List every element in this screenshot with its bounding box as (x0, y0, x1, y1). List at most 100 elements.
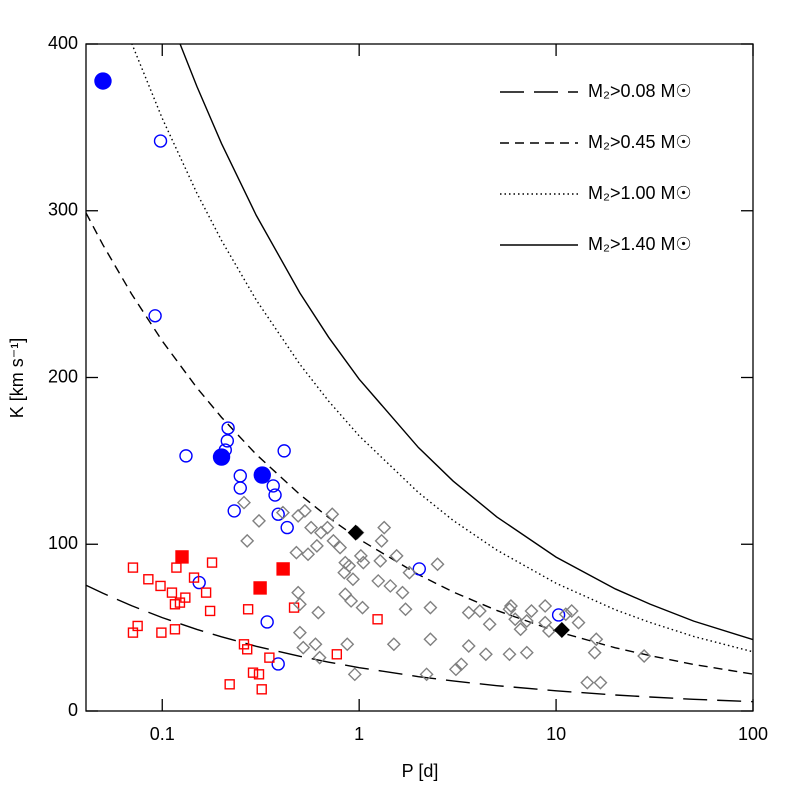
data-point (325, 507, 340, 522)
x-tick-label: 100 (738, 724, 768, 744)
data-point (175, 550, 189, 564)
data-point (271, 507, 285, 521)
data-point (169, 624, 181, 635)
data-point (564, 603, 579, 618)
data-point (247, 667, 259, 678)
data-point (461, 605, 476, 620)
data-point (347, 667, 362, 682)
data-point (297, 503, 312, 518)
data-point (389, 548, 404, 563)
data-point (345, 572, 360, 587)
data-point (448, 662, 463, 677)
data-point (289, 545, 304, 560)
data-point (292, 597, 307, 612)
data-point (344, 593, 359, 608)
x-tick-label: 1 (354, 724, 364, 744)
data-point (204, 605, 216, 617)
data-point (472, 603, 487, 618)
data-point (338, 587, 353, 602)
y-tick-label: 0 (68, 700, 78, 720)
data-point (519, 613, 534, 628)
y-tick-label: 400 (48, 33, 78, 53)
data-point (180, 592, 191, 603)
data-point (342, 558, 357, 573)
data-point (374, 533, 389, 548)
data-point (275, 505, 290, 520)
data-point (541, 623, 556, 638)
data-point (127, 562, 139, 573)
data-point (513, 622, 528, 637)
data-point (589, 632, 604, 647)
data-point (423, 600, 438, 615)
data-point (171, 562, 182, 573)
data-point (461, 638, 476, 653)
x-axis-title: P [d] (402, 761, 439, 781)
data-point (256, 684, 267, 695)
data-point (264, 652, 275, 663)
data-point (155, 580, 166, 592)
data-point (558, 607, 573, 622)
data-point (508, 612, 523, 627)
data-point (398, 602, 413, 617)
data-point (169, 599, 181, 610)
data-point (221, 421, 235, 435)
data-point (331, 649, 343, 660)
data-point (253, 581, 267, 595)
data-point (227, 504, 241, 518)
data-point (212, 448, 231, 466)
data-point (580, 675, 595, 690)
data-point (252, 513, 266, 528)
data-point (333, 540, 348, 555)
data-point (304, 520, 319, 535)
data-point (280, 520, 294, 535)
data-point (271, 657, 285, 671)
curve (86, 584, 753, 703)
data-point (94, 72, 112, 90)
data-point (242, 604, 254, 615)
data-point (288, 602, 300, 613)
curve (131, 44, 753, 653)
legend-label: M₂>1.00 M☉ (588, 183, 692, 203)
data-point (292, 625, 307, 640)
data-point (503, 598, 518, 613)
data-point (296, 640, 311, 655)
data-point (132, 620, 143, 632)
data-point (206, 557, 218, 568)
data-point (571, 615, 586, 630)
data-point (502, 647, 517, 662)
data-point (276, 562, 290, 576)
data-point (320, 520, 335, 535)
data-point (383, 578, 398, 593)
data-point (301, 547, 316, 562)
data-point (524, 603, 539, 618)
data-point (454, 657, 469, 672)
data-point (241, 644, 253, 655)
y-tick-label: 300 (48, 200, 78, 220)
data-point (371, 573, 386, 588)
curve (86, 212, 753, 675)
data-point (482, 617, 497, 632)
legend-label: M₂>0.45 M☉ (588, 132, 692, 152)
data-point (478, 647, 493, 662)
data-point (233, 469, 247, 483)
data-point (340, 637, 355, 652)
data-point (218, 443, 232, 457)
data-point (220, 434, 235, 448)
data-point (402, 565, 417, 580)
data-point (553, 621, 570, 638)
data-point (395, 585, 410, 600)
data-point (430, 557, 445, 572)
plot-area (86, 44, 753, 703)
data-point (423, 632, 438, 647)
data-point (412, 562, 426, 576)
data-point (373, 553, 388, 568)
data-point (148, 309, 162, 323)
data-point (224, 679, 235, 690)
data-point (311, 605, 326, 620)
data-point (236, 495, 251, 510)
data-point (356, 555, 371, 570)
data-point (386, 637, 401, 652)
data-point (355, 600, 370, 615)
data-point (240, 533, 255, 548)
